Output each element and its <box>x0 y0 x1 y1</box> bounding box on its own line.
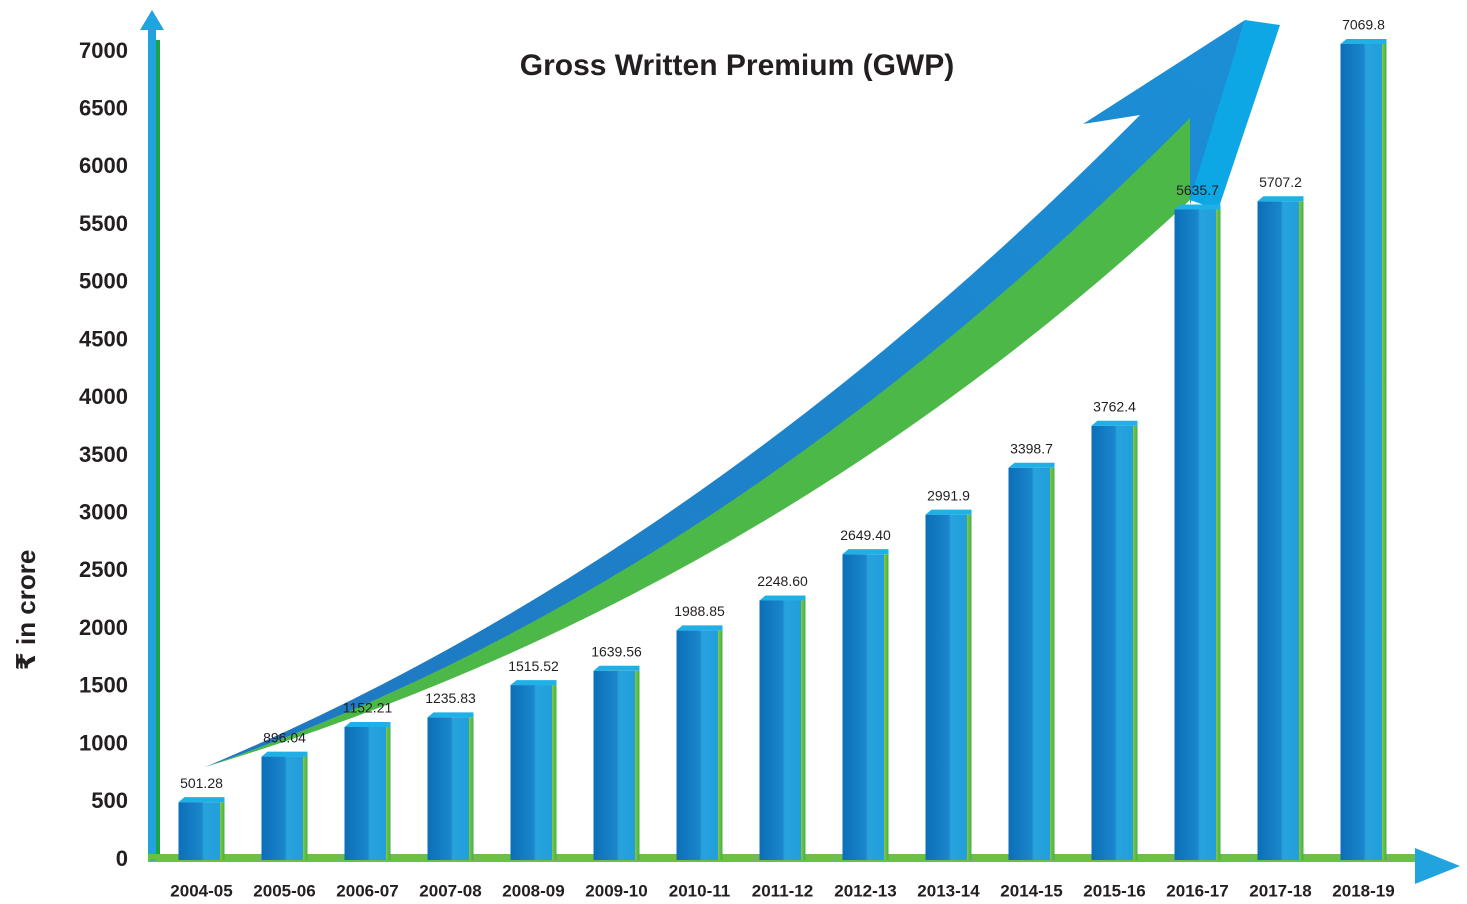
bar <box>178 802 225 860</box>
x-tick-label: 2011-12 <box>752 881 813 900</box>
y-tick-label: 3000 <box>79 500 128 525</box>
x-tick-label: 2005-06 <box>253 881 315 900</box>
value-label: 2649.40 <box>840 527 891 543</box>
bar <box>1008 467 1055 860</box>
bar-cap <box>1008 462 1055 468</box>
value-label: 1515.52 <box>508 658 559 674</box>
y-tick-label: 4000 <box>79 384 128 409</box>
x-tick-label: 2010-11 <box>669 881 730 900</box>
y-tick-label: 4500 <box>79 326 128 351</box>
value-label: 5635.7 <box>1176 182 1219 198</box>
bar-cap <box>759 595 806 601</box>
value-label: 1988.85 <box>674 603 725 619</box>
y-axis-label: ₹ in crore <box>11 550 41 671</box>
y-tick-label: 5000 <box>79 269 128 294</box>
x-tick-label: 2017-18 <box>1249 881 1311 900</box>
value-label: 1639.56 <box>591 643 642 659</box>
chart-title: Gross Written Premium (GWP) <box>520 49 955 82</box>
bar <box>427 717 474 860</box>
y-axis-arrow <box>140 10 164 30</box>
y-tick-label: 500 <box>91 788 128 813</box>
y-tick-label: 2000 <box>79 615 128 640</box>
value-label: 3398.7 <box>1010 440 1053 456</box>
bar-cap <box>1257 196 1304 202</box>
bar-cap <box>593 665 640 671</box>
y-tick-label: 2500 <box>79 557 128 582</box>
y-tick-label: 6500 <box>79 96 128 121</box>
bar <box>1257 201 1304 860</box>
bar-cap <box>344 722 391 728</box>
bar <box>261 756 308 860</box>
bar <box>759 600 806 860</box>
y-tick-label: 7000 <box>79 38 128 63</box>
bar <box>842 554 889 860</box>
x-tick-label: 2007-08 <box>419 881 481 900</box>
value-label: 1152.21 <box>343 700 393 716</box>
value-label: 501.28 <box>180 775 223 791</box>
bar-cap <box>261 751 308 757</box>
value-label: 1235.83 <box>425 690 476 706</box>
y-tick-label: 6000 <box>79 153 128 178</box>
y-tick-label: 0 <box>116 846 128 871</box>
bar <box>344 727 391 860</box>
x-tick-label: 2013-14 <box>917 881 980 900</box>
x-tick-label: 2016-17 <box>1166 881 1228 900</box>
x-tick-label: 2006-07 <box>336 881 398 900</box>
x-tick-label: 2009-10 <box>585 881 647 900</box>
y-tick-label: 3500 <box>79 442 128 467</box>
value-label: 896.04 <box>263 729 306 745</box>
value-label: 5707.2 <box>1259 174 1302 190</box>
bar-cap <box>427 712 474 718</box>
bar <box>1091 425 1138 860</box>
bar-cap <box>925 509 972 515</box>
bar-cap <box>510 680 557 686</box>
x-axis-arrow <box>1415 848 1460 884</box>
bar-cap <box>842 549 889 555</box>
bar-cap <box>1091 420 1138 426</box>
trend-arrow-head-side <box>1190 20 1280 210</box>
value-label: 3762.4 <box>1093 398 1136 414</box>
x-tick-label: 2004-05 <box>170 881 232 900</box>
bar <box>1340 43 1387 860</box>
bar-cap <box>1174 204 1221 210</box>
bar-cap <box>676 625 723 631</box>
bar <box>1174 209 1221 861</box>
value-label: 2991.9 <box>927 487 970 503</box>
bar <box>593 670 640 860</box>
value-label: 2248.60 <box>757 573 808 589</box>
bar-cap <box>1340 38 1387 44</box>
bar-cap <box>178 797 225 803</box>
x-tick-label: 2015-16 <box>1083 881 1145 900</box>
value-label: 7069.8 <box>1342 17 1385 33</box>
bar <box>925 514 972 860</box>
y-tick-label: 5500 <box>79 211 128 236</box>
x-tick-label: 2012-13 <box>834 881 896 900</box>
y-tick-label: 1000 <box>79 730 128 755</box>
x-tick-label: 2014-15 <box>1000 881 1062 900</box>
bar <box>510 685 557 860</box>
trend-arrow-blue <box>205 20 1245 767</box>
x-tick-label: 2018-19 <box>1332 881 1394 900</box>
y-tick-label: 1500 <box>79 673 128 698</box>
bar <box>676 630 723 860</box>
x-tick-label: 2008-09 <box>502 881 564 900</box>
